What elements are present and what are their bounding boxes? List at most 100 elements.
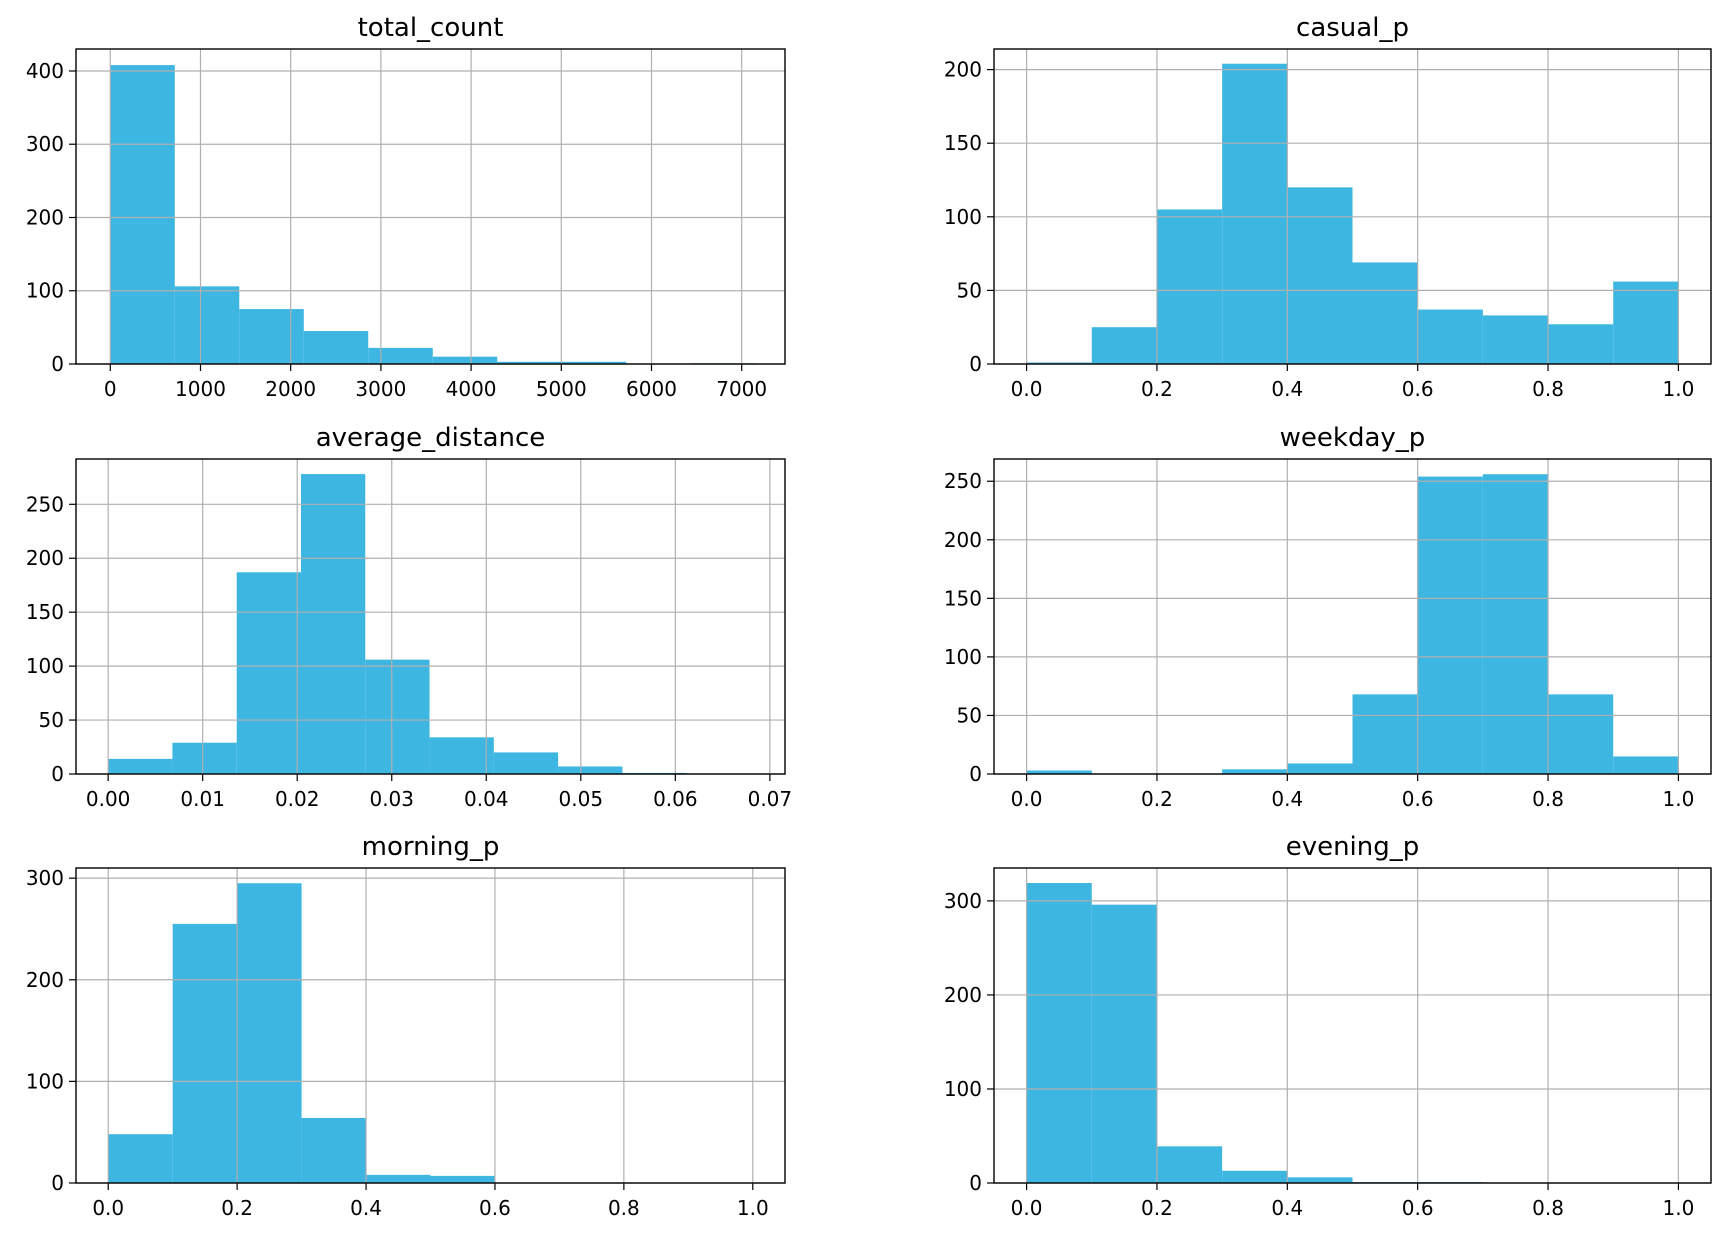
bar xyxy=(430,1175,495,1183)
axes-frame xyxy=(993,867,1712,1184)
y-tick-label: 150 xyxy=(944,586,982,610)
bar xyxy=(1417,476,1483,774)
x-tick-label: 0.04 xyxy=(464,787,509,811)
bar xyxy=(239,309,304,364)
y-tick-label: 0 xyxy=(969,1171,982,1195)
x-tick-label: 0.03 xyxy=(369,787,414,811)
bar xyxy=(432,356,498,364)
y-tick-label: 400 xyxy=(26,59,64,83)
x-tick-label: 3000 xyxy=(355,377,406,401)
x-tick-label: 1.0 xyxy=(1663,377,1695,401)
y-tick-label: 250 xyxy=(944,469,982,493)
x-tick-label: 0.07 xyxy=(748,787,793,811)
bar xyxy=(303,331,369,364)
y-tick-label: 100 xyxy=(26,654,64,678)
bar xyxy=(1352,262,1418,364)
x-tick-label: 0 xyxy=(104,377,117,401)
bar xyxy=(1287,763,1353,774)
x-tick-label: 0.6 xyxy=(1402,1196,1434,1220)
y-tick-label: 100 xyxy=(26,279,64,303)
x-tick-label: 0.8 xyxy=(1532,377,1564,401)
y-tick-label: 150 xyxy=(26,600,64,624)
x-tick-label: 0.8 xyxy=(1532,1196,1564,1220)
x-tick-label: 1.0 xyxy=(737,1196,769,1220)
y-tick-label: 250 xyxy=(26,492,64,516)
x-tick-label: 0.0 xyxy=(1011,1196,1043,1220)
axes-frame xyxy=(993,458,1712,775)
x-tick-label: 0.0 xyxy=(92,1196,124,1220)
x-tick-label: 1.0 xyxy=(1663,1196,1695,1220)
y-tick-label: 200 xyxy=(944,528,982,552)
x-tick-label: 0.4 xyxy=(1271,787,1303,811)
y-tick-label: 0 xyxy=(51,1171,64,1195)
bar xyxy=(108,758,173,774)
x-tick-label: 2000 xyxy=(265,377,316,401)
x-tick-label: 0.0 xyxy=(1011,377,1043,401)
bar xyxy=(1352,694,1418,774)
y-tick-label: 0 xyxy=(969,352,982,376)
bar xyxy=(1156,1146,1223,1183)
histogram-morning-p: 0.0 0.2 0.4 0.6 0.8 1.0 0 100 200 300 morning_p xyxy=(26,832,786,1220)
bar xyxy=(366,1174,431,1183)
x-tick-label: 5000 xyxy=(536,377,587,401)
x-tick-label: 0.0 xyxy=(1011,787,1043,811)
histogram-average-distance: 0.00 0.01 0.02 0.03 0.04 0.05 0.06 0.07 0 50 100 15… xyxy=(26,423,792,811)
bar xyxy=(493,752,559,774)
bar xyxy=(301,1117,367,1183)
x-tick-label: 0.6 xyxy=(1402,787,1434,811)
y-tick-label: 50 xyxy=(957,278,982,302)
bar xyxy=(1613,281,1679,364)
y-tick-label: 200 xyxy=(944,983,982,1007)
x-tick-label: 6000 xyxy=(626,377,677,401)
bar xyxy=(497,361,562,364)
bar xyxy=(1156,209,1223,364)
bar xyxy=(1548,324,1614,364)
x-tick-label: 0.6 xyxy=(1402,377,1434,401)
histogram-weekday-p: 0.0 0.2 0.4 0.6 0.8 1.0 0 50 100 150 200 250 weekday… xyxy=(944,423,1712,811)
y-tick-label: 200 xyxy=(26,205,64,229)
axes-frame xyxy=(75,867,786,1184)
bar xyxy=(365,659,430,774)
histogram-total-count: 0 1000 2000 3000 4000 5000 6000 7000 0 100 200 300 4… xyxy=(26,13,786,401)
bar xyxy=(561,361,627,364)
chart-title: total_count xyxy=(358,13,504,43)
bar xyxy=(174,286,240,364)
bar xyxy=(368,347,433,364)
y-tick-label: 100 xyxy=(944,645,982,669)
y-tick-label: 50 xyxy=(957,703,982,727)
x-tick-label: 0.2 xyxy=(1141,787,1173,811)
x-tick-label: 0.6 xyxy=(479,1196,511,1220)
bar xyxy=(558,766,623,774)
chart-title: weekday_p xyxy=(1280,423,1426,453)
chart-title: average_distance xyxy=(316,423,546,453)
x-tick-label: 0.2 xyxy=(1141,1196,1173,1220)
x-tick-label: 0.2 xyxy=(221,1196,253,1220)
bar xyxy=(1613,756,1679,774)
x-tick-label: 0.8 xyxy=(608,1196,640,1220)
y-tick-label: 300 xyxy=(944,889,982,913)
bar xyxy=(1287,1177,1353,1183)
y-tick-label: 300 xyxy=(26,132,64,156)
x-tick-label: 0.2 xyxy=(1141,377,1173,401)
y-tick-label: 200 xyxy=(26,546,64,570)
bar xyxy=(1222,769,1288,774)
bar xyxy=(1548,694,1614,774)
chart-title: evening_p xyxy=(1286,832,1420,862)
x-tick-label: 1.0 xyxy=(1663,787,1695,811)
bar xyxy=(1482,474,1549,774)
x-tick-label: 0.02 xyxy=(275,787,320,811)
x-tick-label: 0.4 xyxy=(1271,377,1303,401)
x-tick-label: 0.8 xyxy=(1532,787,1564,811)
x-tick-label: 0.05 xyxy=(559,787,604,811)
chart-title: casual_p xyxy=(1296,13,1409,43)
x-tick-label: 0.4 xyxy=(350,1196,382,1220)
bar xyxy=(108,1134,173,1183)
y-tick-label: 50 xyxy=(39,708,64,732)
bar xyxy=(1026,362,1092,364)
bar xyxy=(1482,315,1549,364)
y-tick-label: 200 xyxy=(944,58,982,82)
y-tick-label: 300 xyxy=(26,866,64,890)
y-tick-label: 150 xyxy=(944,131,982,155)
bar xyxy=(1287,187,1353,364)
y-tick-label: 0 xyxy=(51,352,64,376)
